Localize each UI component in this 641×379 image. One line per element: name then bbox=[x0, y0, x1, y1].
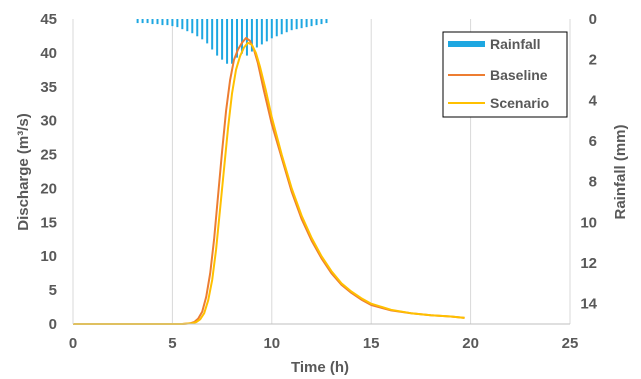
legend-label-rainfall: Rainfall bbox=[490, 36, 541, 52]
rainfall-bar bbox=[280, 19, 283, 35]
rainfall-bar bbox=[265, 19, 268, 42]
rainfall-bar bbox=[181, 19, 184, 30]
y-tick-label: 0 bbox=[49, 316, 57, 333]
rainfall-bar bbox=[240, 19, 243, 54]
x-tick-label: 25 bbox=[562, 335, 579, 352]
y-tick-label: 20 bbox=[40, 180, 57, 197]
y2-tick-label: 2 bbox=[589, 52, 597, 69]
rainfall-bar bbox=[260, 19, 263, 45]
rainfall-bars bbox=[136, 19, 328, 64]
axes bbox=[72, 19, 570, 325]
series-line-scenario bbox=[73, 41, 465, 325]
rainfall-bar bbox=[231, 19, 234, 64]
rainfall-bar bbox=[305, 19, 308, 28]
legend-label-scenario: Scenario bbox=[490, 95, 549, 111]
rainfall-bar bbox=[211, 19, 214, 50]
y-tick-label: 30 bbox=[40, 113, 57, 130]
y-tick-label: 15 bbox=[40, 214, 57, 231]
rainfall-bar bbox=[285, 19, 288, 33]
rainfall-bar bbox=[186, 19, 189, 32]
x-tick-label: 10 bbox=[263, 335, 280, 352]
rainfall-bar bbox=[166, 19, 169, 26]
rainfall-bar bbox=[171, 19, 174, 27]
y2-tick-label: 0 bbox=[589, 11, 597, 28]
rainfall-bar bbox=[255, 19, 258, 48]
rainfall-bar bbox=[196, 19, 199, 37]
rainfall-bar bbox=[310, 19, 313, 27]
y-tick-label: 45 bbox=[40, 11, 57, 28]
x-axis-title: Time (h) bbox=[291, 359, 349, 376]
rainfall-bar bbox=[320, 19, 323, 25]
rainfall-bar bbox=[201, 19, 204, 40]
rainfall-bar bbox=[325, 19, 328, 24]
tick-labels: 0 5 10 15 20 25 0 5 10 15 20 25 30 35 40 45 0 2 4 6 8 10 12 14 bbox=[40, 11, 597, 352]
rainfall-bar bbox=[226, 19, 229, 64]
rainfall-bar bbox=[295, 19, 298, 30]
rainfall-bar bbox=[161, 19, 164, 26]
legend-label-baseline: Baseline bbox=[490, 67, 548, 83]
rainfall-bar bbox=[191, 19, 194, 34]
rainfall-bar bbox=[146, 19, 149, 24]
y2-axis-title: Rainfall (mm) bbox=[612, 124, 629, 219]
rainfall-bar bbox=[221, 19, 224, 60]
rainfall-bar bbox=[176, 19, 179, 28]
legend-swatch-rainfall bbox=[448, 41, 485, 47]
y2-tick-label: 10 bbox=[580, 214, 597, 231]
rainfall-bar bbox=[141, 19, 144, 24]
rainfall-bar bbox=[315, 19, 318, 26]
rainfall-bar bbox=[156, 19, 159, 25]
rainfall-bar bbox=[300, 19, 303, 29]
rainfall-bar bbox=[151, 19, 154, 25]
x-tick-label: 20 bbox=[462, 335, 479, 352]
y2-tick-label: 12 bbox=[580, 255, 597, 272]
rainfall-bar bbox=[245, 19, 248, 56]
rainfall-bar bbox=[206, 19, 209, 44]
y2-tick-label: 14 bbox=[580, 296, 597, 313]
x-tick-label: 0 bbox=[69, 335, 77, 352]
legend: Rainfall Baseline Scenario bbox=[442, 31, 568, 118]
rainfall-bar bbox=[216, 19, 219, 56]
y-axis-title: Discharge (m³/s) bbox=[15, 113, 32, 231]
series-line-baseline bbox=[73, 37, 465, 325]
y-tick-label: 5 bbox=[49, 282, 57, 299]
discharge-lines bbox=[73, 37, 465, 325]
rainfall-bar bbox=[270, 19, 273, 39]
rainfall-bar bbox=[250, 19, 253, 52]
y-tick-label: 25 bbox=[40, 147, 57, 164]
y-tick-label: 35 bbox=[40, 79, 57, 96]
rainfall-bar bbox=[236, 19, 239, 58]
y-tick-label: 40 bbox=[40, 45, 57, 62]
y2-tick-label: 6 bbox=[589, 133, 597, 150]
x-tick-label: 5 bbox=[168, 335, 176, 352]
y2-tick-label: 8 bbox=[589, 174, 597, 191]
y-tick-label: 10 bbox=[40, 248, 57, 265]
x-tick-label: 15 bbox=[363, 335, 380, 352]
rainfall-bar bbox=[275, 19, 278, 37]
y2-tick-label: 4 bbox=[589, 92, 598, 109]
rainfall-bar bbox=[136, 19, 139, 24]
rainfall-bar bbox=[290, 19, 293, 31]
